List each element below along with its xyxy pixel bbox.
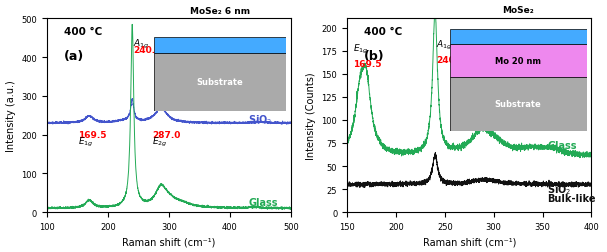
Text: $E_{2g}$: $E_{2g}$ [471, 105, 487, 117]
Text: 287.0: 287.0 [152, 130, 180, 139]
X-axis label: Raman shift (cm⁻¹): Raman shift (cm⁻¹) [422, 237, 516, 246]
Text: Bulk-like: Bulk-like [548, 193, 596, 203]
Text: (b): (b) [364, 50, 385, 63]
Text: 400 °C: 400 °C [64, 27, 102, 37]
Text: 400 °C: 400 °C [364, 27, 402, 37]
Text: $A_{1g}$: $A_{1g}$ [436, 38, 452, 51]
Text: Glass: Glass [248, 197, 278, 207]
Text: $A_{1g}$: $A_{1g}$ [133, 38, 149, 51]
Text: 240.0: 240.0 [133, 46, 161, 55]
X-axis label: Raman shift (cm⁻¹): Raman shift (cm⁻¹) [122, 237, 215, 246]
Text: $E_{1g}$: $E_{1g}$ [353, 43, 368, 56]
Text: 287.0: 287.0 [471, 122, 500, 131]
Y-axis label: Intensity (a.u.): Intensity (a.u.) [5, 80, 16, 151]
Text: 169.5: 169.5 [353, 60, 381, 69]
Text: SiO$_2$: SiO$_2$ [548, 182, 572, 196]
Text: 240.0: 240.0 [436, 55, 464, 65]
Text: $E_{1g}$: $E_{1g}$ [78, 135, 94, 148]
Y-axis label: Intensity (Counts): Intensity (Counts) [306, 72, 316, 160]
Text: Glass: Glass [548, 140, 577, 150]
Text: $E_{2g}$: $E_{2g}$ [152, 135, 168, 148]
Text: (a): (a) [64, 50, 84, 63]
Text: 169.5: 169.5 [78, 130, 107, 139]
Text: SiO$_2$: SiO$_2$ [248, 112, 273, 126]
